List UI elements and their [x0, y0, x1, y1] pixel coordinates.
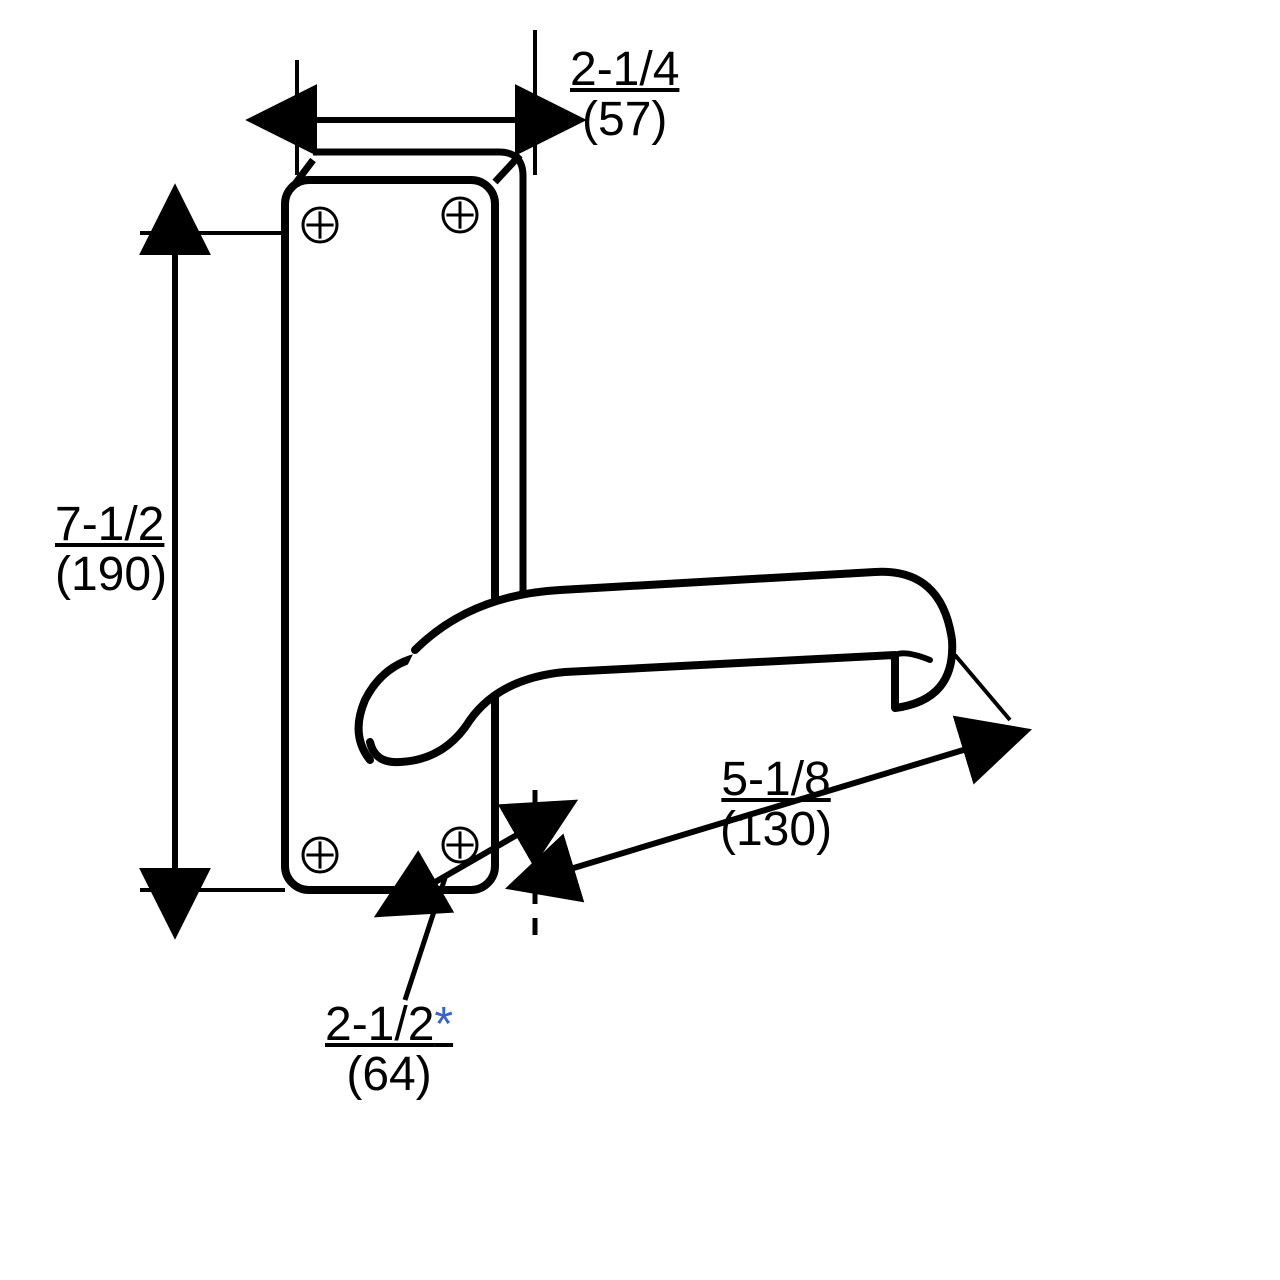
label-backset: 2-1/2* (64): [325, 1000, 453, 1101]
asterisk-icon: *: [434, 998, 453, 1051]
label-height-imperial: 7-1/2: [55, 500, 167, 550]
label-backset-imperial: 2-1/2*: [325, 1000, 453, 1050]
diagram-stage: 2-1/4 (57) 7-1/2 (190) 5-1/8 (130) 2-1/2…: [0, 0, 1280, 1280]
label-backset-imperial-text: 2-1/2: [325, 998, 434, 1051]
dimension-drawing: [0, 0, 1280, 1280]
label-lever-imperial: 5-1/8: [720, 755, 832, 805]
label-height-metric: (190): [55, 550, 167, 600]
label-lever: 5-1/8 (130): [720, 755, 832, 856]
label-lever-metric: (130): [720, 805, 832, 855]
label-width-imperial: 2-1/4: [570, 45, 679, 95]
label-backset-metric: (64): [325, 1050, 453, 1100]
escutcheon-plate: [285, 180, 495, 890]
label-width: 2-1/4 (57): [570, 45, 679, 146]
label-height: 7-1/2 (190): [55, 500, 167, 601]
label-width-metric: (57): [570, 95, 679, 145]
